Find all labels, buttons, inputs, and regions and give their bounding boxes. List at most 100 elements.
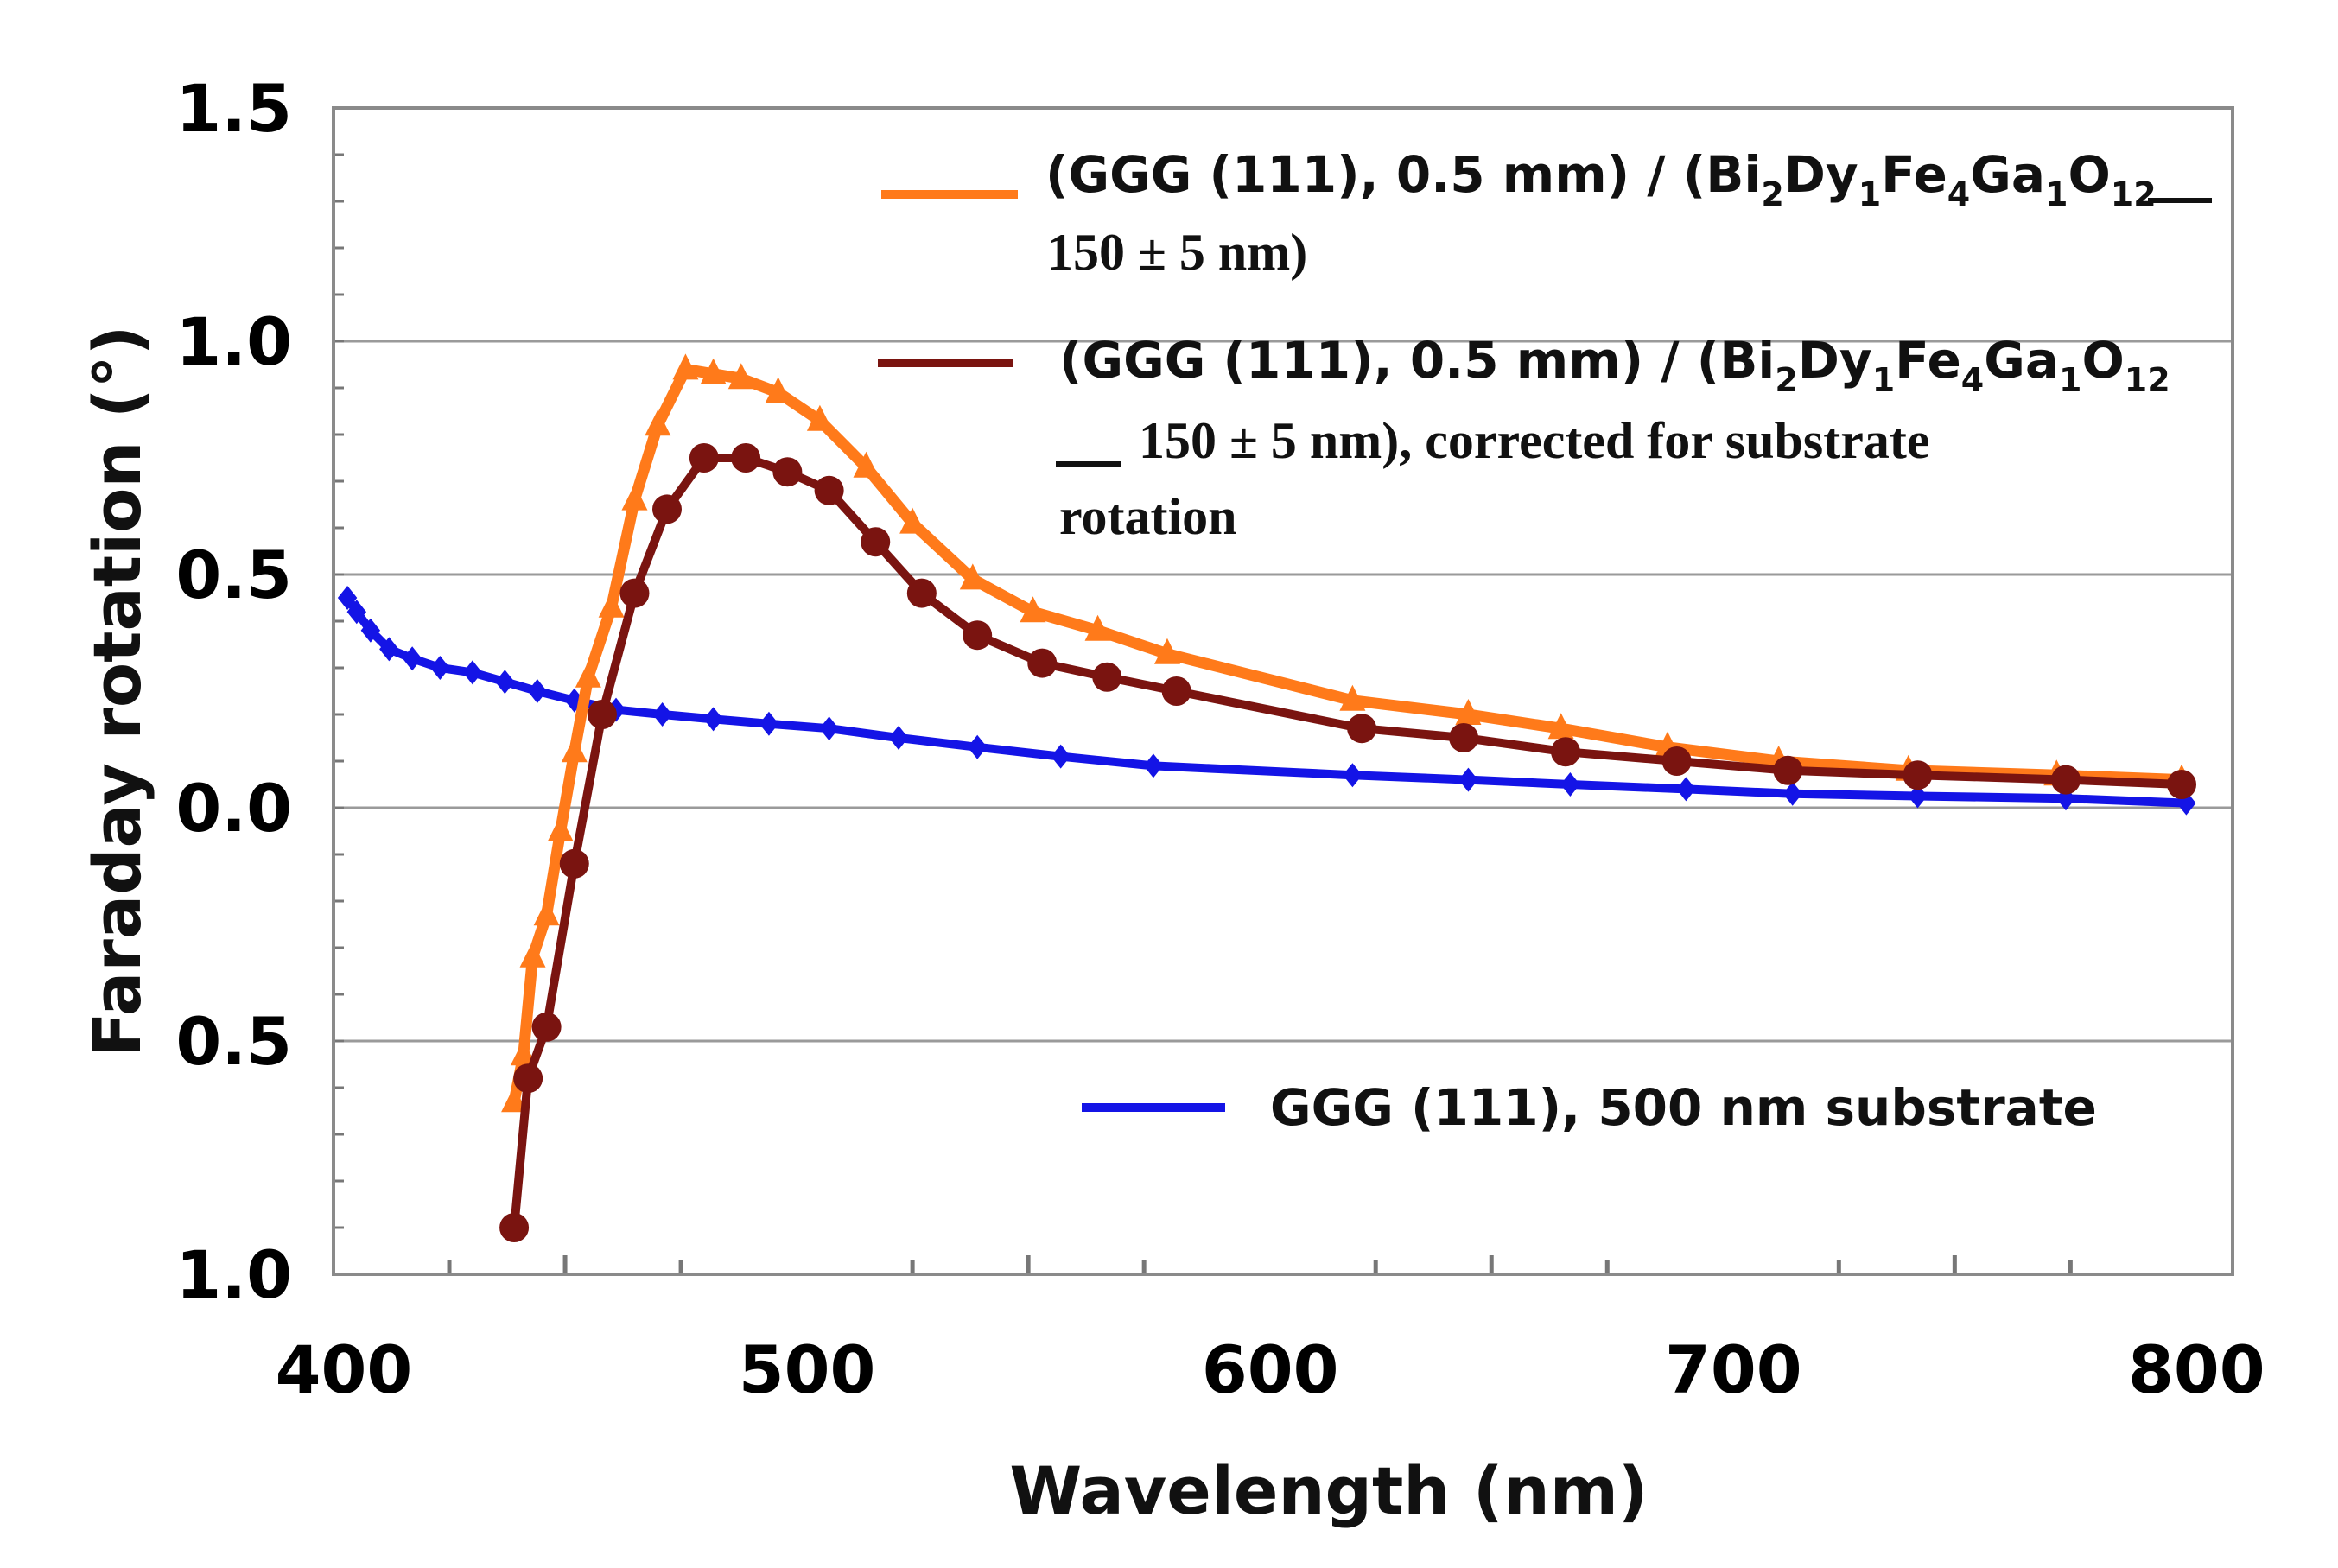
data-point-diamond: [430, 656, 450, 680]
data-point-circle: [1449, 723, 1479, 752]
y-tick-label: 1.0: [175, 303, 292, 380]
legend-entry-2-thickness: 150 ± 5 nm), corrected for substrate: [1139, 412, 1930, 469]
data-point-circle: [1347, 714, 1377, 744]
data-point-triangle: [547, 816, 574, 841]
data-point-triangle: [1153, 638, 1180, 664]
legend-entry-1-thickness: 150 ± 5 nm): [1047, 224, 1307, 281]
data-point-diamond: [2055, 786, 2076, 811]
data-point-circle: [2167, 770, 2197, 799]
legend-entry-1-formula: (GGG (111), 0.5 mm) / (Bi2Dy1Fe4Ga1O12: [1045, 145, 2157, 213]
data-point-circle: [906, 578, 937, 608]
x-tick-label: 600: [1202, 1331, 1339, 1408]
data-point-circle: [513, 1063, 543, 1094]
data-point-circle: [587, 700, 617, 729]
data-point-triangle: [598, 591, 625, 618]
data-point-triangle: [727, 363, 754, 390]
data-point-diamond: [1782, 781, 1802, 806]
data-point-triangle: [1547, 713, 1574, 740]
x-tick-labels: 400 500 600 700 800: [276, 1331, 2265, 1408]
x-tick-label: 700: [1665, 1331, 1802, 1408]
data-point-diamond: [1458, 767, 1478, 792]
data-point-circle: [1903, 760, 1933, 790]
data-point-diamond: [346, 600, 367, 625]
y-tick-label: 1.0: [175, 1236, 292, 1313]
data-point-triangle: [700, 358, 727, 384]
data-point-circle: [559, 848, 589, 879]
x-tick-label: 800: [2128, 1331, 2265, 1408]
data-point-triangle: [1339, 684, 1366, 711]
data-point-circle: [499, 1213, 530, 1242]
series-darkred: [499, 443, 2197, 1242]
data-point-triangle: [672, 353, 699, 380]
data-point-diamond: [1908, 784, 1928, 809]
data-point-diamond: [819, 716, 839, 741]
x-axis-title: Wavelength (nm): [1009, 1452, 1648, 1529]
data-point-triangle: [899, 507, 926, 534]
data-point-triangle: [1020, 596, 1046, 623]
legend-entry-1: (GGG (111), 0.5 mm) / (Bi2Dy1Fe4Ga1O12 1…: [881, 145, 2212, 281]
gridlines: [334, 340, 2233, 1043]
legend-entry-2-rotation: rotation: [1059, 488, 1237, 545]
data-point-triangle: [575, 661, 601, 688]
plot-frame: [332, 106, 2234, 1276]
data-point-diamond: [967, 734, 988, 759]
data-point-circle: [772, 457, 803, 487]
data-point-circle: [2051, 765, 2081, 795]
data-point-circle: [689, 443, 719, 473]
data-point-triangle: [1455, 699, 1482, 725]
data-point-diamond: [759, 711, 779, 736]
series-blue: [337, 586, 2196, 816]
data-point-circle: [1092, 662, 1122, 692]
data-point-triangle: [561, 736, 588, 763]
data-point-diamond: [1143, 753, 1164, 778]
x-tick-label: 500: [739, 1331, 876, 1408]
data-point-triangle: [853, 451, 880, 478]
data-point-circle: [1161, 676, 1191, 706]
legend-entry-3: GGG (111), 500 nm substrate: [1082, 1078, 2097, 1137]
data-point-diamond: [337, 586, 358, 610]
data-point-diamond: [527, 679, 548, 703]
y-tick-label: 0.5: [175, 536, 292, 613]
data-point-circle: [651, 494, 682, 524]
data-point-diamond: [703, 707, 723, 732]
data-point-circle: [531, 1012, 562, 1042]
data-point-triangle: [806, 404, 833, 431]
data-point-diamond: [1676, 777, 1696, 802]
data-point-diamond: [888, 726, 909, 750]
data-point-triangle: [959, 563, 986, 590]
data-point-circle: [1551, 737, 1581, 767]
data-point-circle: [1027, 648, 1058, 678]
data-point-diamond: [402, 646, 422, 671]
data-point-diamond: [1343, 763, 1363, 788]
data-point-diamond: [462, 660, 483, 685]
x-tick-label: 400: [276, 1331, 413, 1408]
data-point-diamond: [1051, 744, 1071, 769]
legend-entry-2: (GGG (111), 0.5 mm) / (Bi2Dy1Fe4Ga1O12 1…: [878, 331, 2170, 545]
data-point-circle: [731, 443, 761, 473]
data-point-triangle: [510, 1039, 537, 1066]
y-tick-labels: 1.5 1.0 0.5 0.0 0.5 1.0: [175, 70, 292, 1313]
data-point-circle: [1661, 746, 1692, 776]
data-point-circle: [963, 620, 993, 651]
y-tick-label: 1.5: [175, 70, 292, 147]
legend-entry-2-formula: (GGG (111), 0.5 mm) / (Bi2Dy1Fe4Ga1O12: [1059, 331, 2170, 399]
data-point-diamond: [360, 618, 381, 643]
data-point-circle: [619, 578, 650, 608]
data-point-triangle: [621, 484, 648, 511]
data-point-triangle: [645, 409, 671, 436]
data-point-diamond: [379, 637, 399, 662]
y-tick-label: 0.5: [175, 1003, 292, 1080]
data-point-circle: [861, 527, 891, 557]
data-point-triangle: [765, 377, 791, 403]
data-point-diamond: [495, 670, 515, 695]
data-point-triangle: [1084, 614, 1111, 641]
data-point-triangle: [519, 941, 546, 968]
data-point-diamond: [1560, 772, 1580, 797]
data-point-triangle: [533, 899, 560, 926]
data-series: [337, 353, 2197, 1242]
data-point-triangle: [501, 1086, 528, 1113]
legend-entry-3-label: GGG (111), 500 nm substrate: [1270, 1078, 2097, 1137]
